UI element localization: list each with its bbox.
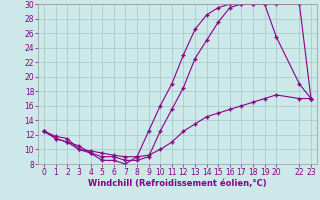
X-axis label: Windchill (Refroidissement éolien,°C): Windchill (Refroidissement éolien,°C) [88,179,267,188]
